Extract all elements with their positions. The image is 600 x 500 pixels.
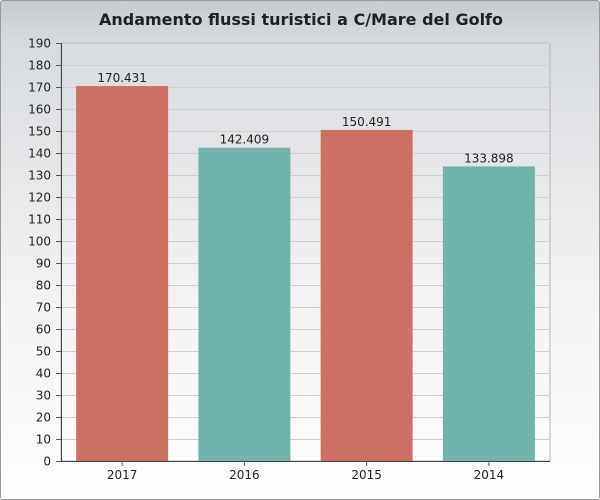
- y-tick-label: 70: [36, 301, 51, 315]
- y-tick-label: 60: [36, 323, 51, 337]
- y-tick-label: 150: [28, 125, 51, 139]
- data-label-2015: 150.491: [342, 115, 392, 129]
- bar-2017: [76, 86, 169, 461]
- y-tick-label: 90: [36, 257, 51, 271]
- chart-title: Andamento flussi turistici a C/Mare del …: [99, 10, 503, 29]
- bar-2014: [442, 166, 535, 462]
- y-tick-label: 130: [28, 169, 51, 183]
- y-tick-label: 180: [28, 59, 51, 73]
- y-tick-label: 190: [28, 37, 51, 51]
- y-tick-label: 120: [28, 191, 51, 205]
- x-tick-label: 2015: [351, 468, 382, 482]
- x-axis: 2017 2016 2015 2014: [61, 461, 550, 482]
- bars: [76, 86, 535, 462]
- y-tick-label: 50: [36, 345, 51, 359]
- y-tick-label: 110: [28, 213, 51, 227]
- y-tick-label: 80: [36, 279, 51, 293]
- x-tick-label: 2017: [107, 468, 138, 482]
- data-labels: 170.431 142.409 150.491 133.898: [97, 71, 513, 165]
- y-tick-label: 170: [28, 81, 51, 95]
- bar-2016: [198, 147, 291, 461]
- y-tick-label: 30: [36, 389, 51, 403]
- x-tick-label: 2016: [229, 468, 260, 482]
- x-tick-label: 2014: [474, 468, 505, 482]
- y-tick-label: 140: [28, 147, 51, 161]
- y-tick-label: 100: [28, 235, 51, 249]
- y-tick-label: 40: [36, 367, 51, 381]
- data-label-2016: 142.409: [220, 133, 270, 147]
- data-label-2017: 170.431: [97, 71, 147, 85]
- y-axis: 0 10 20 30 40 50 60 70 80 90 100 110 120 130 140 150 160…: [28, 37, 62, 469]
- bar-2015: [320, 129, 413, 461]
- y-tick-label: 10: [36, 433, 51, 447]
- y-tick-label: 0: [43, 455, 51, 469]
- y-tick-label: 160: [28, 103, 51, 117]
- data-label-2014: 133.898: [464, 151, 514, 165]
- y-tick-label: 20: [36, 411, 51, 425]
